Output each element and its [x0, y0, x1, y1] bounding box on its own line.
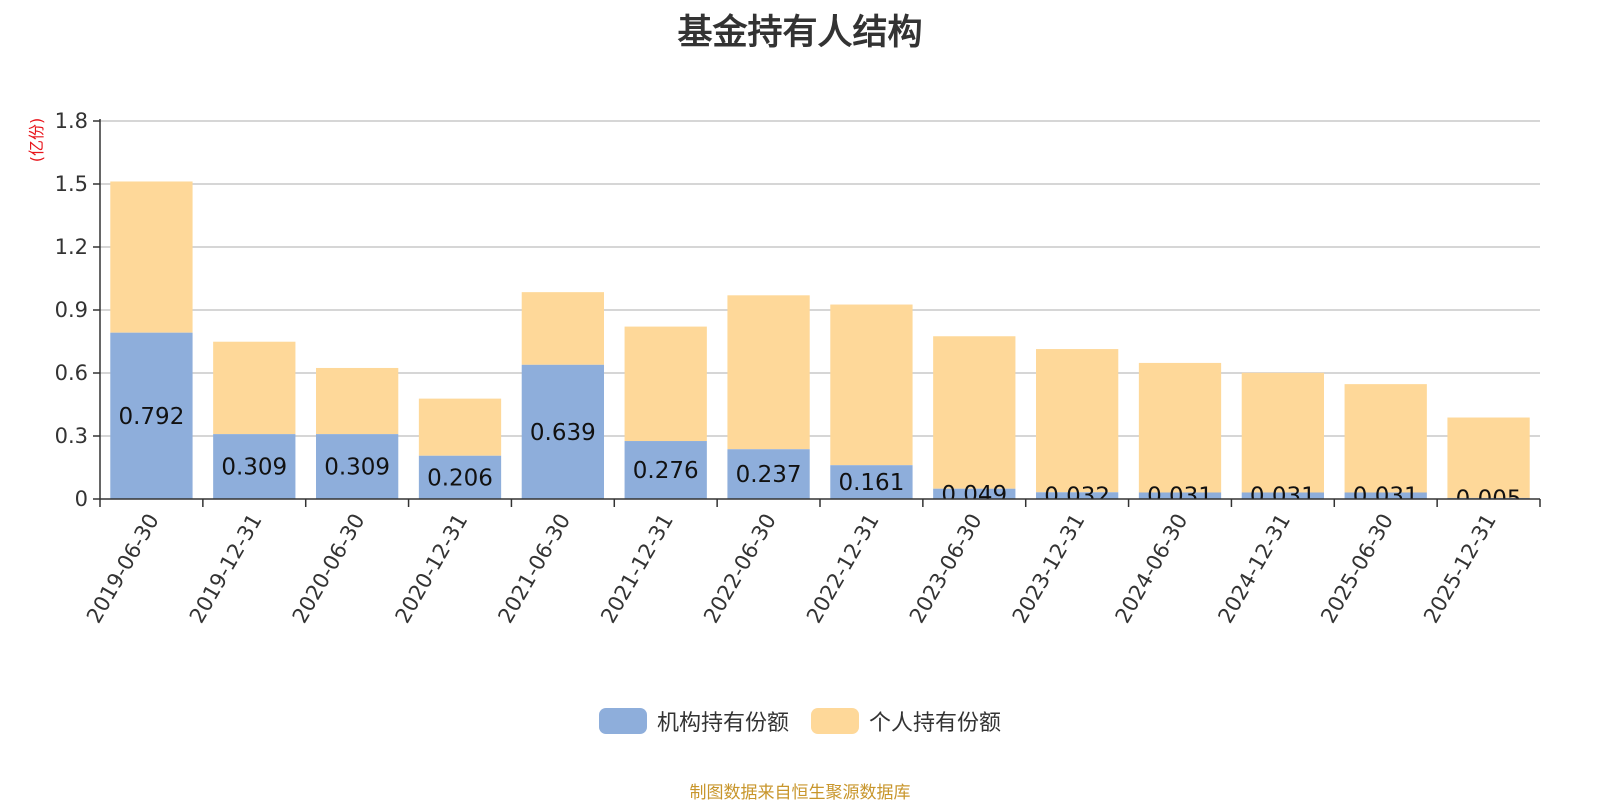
bar-institutional — [1138, 492, 1222, 499]
legend: 机构持有份额 个人持有份额 — [0, 705, 1600, 737]
bar-institutional — [1344, 492, 1427, 499]
bar-institutional — [1036, 492, 1119, 499]
bar-individual — [316, 367, 399, 435]
bar-institutional — [727, 449, 810, 499]
bar-value-label: 0.005 — [1456, 486, 1522, 512]
bar-value-label: 0.161 — [838, 470, 904, 496]
bar-individual — [1241, 372, 1324, 493]
bar-institutional — [521, 364, 604, 499]
bars — [110, 181, 1530, 499]
chart-title: 基金持有人结构 — [677, 13, 923, 53]
x-tick-label: 2020-12-31 — [391, 510, 473, 628]
y-tick-label: 0 — [75, 487, 88, 511]
bar-value-label: 0.206 — [427, 465, 493, 491]
bar-individual — [418, 398, 502, 456]
bar-value-label: 0.237 — [736, 462, 802, 488]
bar-value-label: 0.276 — [633, 458, 699, 484]
y-axis-unit-label: (亿份) — [27, 118, 46, 163]
x-tick-label: 2019-12-31 — [185, 510, 267, 628]
data-labels: 0.792 0.309 0.309 0.206 0.639 0.276 0.237 0.161… — [118, 404, 1522, 512]
x-tick-label: 2025-12-31 — [1419, 510, 1501, 628]
bar-value-label: 0.639 — [530, 420, 596, 446]
bar-value-label: 0.309 — [324, 455, 390, 481]
bar-institutional — [830, 465, 913, 499]
x-tick-label: 2023-06-30 — [905, 509, 987, 627]
x-tick-label: 2024-06-30 — [1111, 510, 1193, 628]
bar-value-label: 0.032 — [1044, 484, 1110, 510]
bar-value-label: 0.031 — [1250, 484, 1316, 510]
y-tick-label: 1.5 — [55, 172, 88, 196]
x-tick-label: 2021-12-31 — [596, 510, 678, 628]
x-tick-label: 2023-12-31 — [1008, 510, 1090, 628]
y-tick-label: 0.3 — [55, 424, 88, 448]
bar-individual — [830, 304, 913, 466]
bar-individual — [624, 326, 707, 442]
bar-institutional — [316, 434, 399, 499]
y-tick-label: 1.2 — [55, 235, 88, 259]
x-tick-label: 2022-12-31 — [802, 510, 884, 628]
x-tick-label: 2020-06-30 — [288, 510, 370, 628]
bar-value-label: 0.031 — [1147, 484, 1213, 510]
x-tick-label: 2025-06-30 — [1316, 510, 1398, 628]
bar-individual — [1344, 384, 1427, 493]
bar-institutional — [418, 455, 502, 499]
bar-individual — [213, 341, 296, 435]
x-tick-label: 2019-06-30 — [82, 510, 164, 628]
source-note: 制图数据来自恒生聚源数据库 — [689, 783, 911, 803]
bar-individual — [1138, 362, 1222, 493]
bar-institutional — [213, 434, 296, 499]
x-tick-label: 2024-12-31 — [1213, 510, 1295, 628]
bar-individual — [521, 292, 604, 365]
legend-label-individual: 个人持有份额 — [869, 711, 1002, 736]
legend-item-institutional[interactable]: 机构持有份额 — [598, 705, 789, 737]
bar-value-label: 0.049 — [941, 482, 1007, 508]
bar-institutional — [110, 332, 193, 499]
legend-swatch-individual — [811, 708, 859, 734]
bar-individual — [1036, 349, 1119, 493]
legend-label-institutional: 机构持有份额 — [656, 711, 789, 736]
bar-institutional — [933, 488, 1016, 499]
bar-individual — [933, 336, 1016, 489]
legend-item-individual[interactable]: 个人持有份额 — [811, 705, 1001, 737]
x-tick-label: 2021-06-30 — [493, 510, 575, 628]
bar-value-label: 0.792 — [118, 404, 184, 430]
legend-swatch-institutional — [598, 708, 647, 734]
bar-value-label: 0.031 — [1353, 484, 1419, 510]
bar-value-label: 0.309 — [221, 455, 287, 481]
bar-individual — [1447, 417, 1530, 498]
bar-institutional — [624, 441, 707, 499]
y-tick-label: 1.8 — [55, 109, 88, 133]
x-tick-label: 2022-06-30 — [699, 510, 781, 628]
bar-individual — [110, 181, 193, 333]
bar-institutional — [1241, 492, 1324, 499]
y-tick-label: 0.6 — [55, 361, 88, 385]
y-tick-label: 0.9 — [55, 298, 88, 322]
bar-individual — [727, 295, 810, 450]
